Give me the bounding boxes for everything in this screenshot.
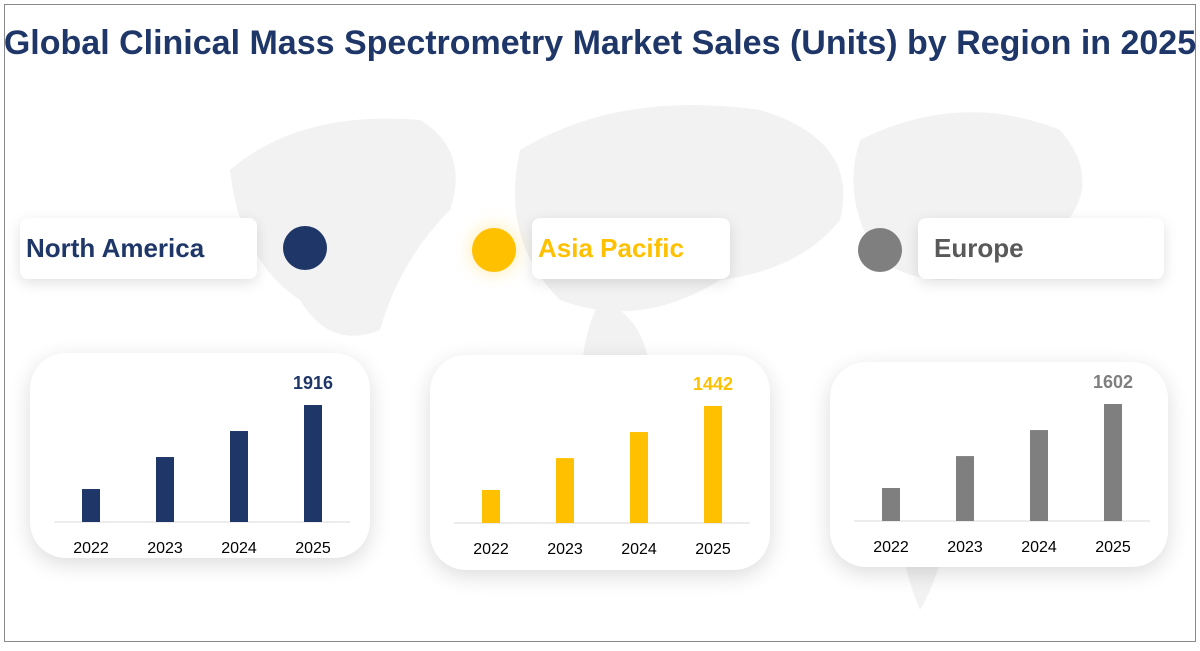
region-label-europe: Europe bbox=[918, 218, 1164, 279]
europe-chart: 2022 2023 2024 2025 1602 bbox=[830, 362, 1168, 567]
x-tick-label: 2025 bbox=[295, 540, 331, 557]
x-tick-label: 2022 bbox=[473, 541, 509, 558]
x-tick-label: 2023 bbox=[547, 541, 583, 558]
bar-2023 bbox=[556, 458, 574, 523]
bar-2025 bbox=[1104, 404, 1122, 521]
bar-2024 bbox=[1030, 430, 1048, 521]
bar-2023 bbox=[956, 456, 974, 521]
europe-marker bbox=[858, 228, 902, 272]
bar-chart: 2022 2023 2024 2025 1916 bbox=[54, 373, 350, 557]
data-label-2025: 1602 bbox=[1093, 372, 1133, 392]
bar-2025 bbox=[704, 406, 722, 523]
region-label-north-america: North America bbox=[20, 218, 257, 279]
bar-2022 bbox=[482, 489, 500, 523]
data-label-2025: 1916 bbox=[293, 373, 333, 393]
x-tick-label: 2023 bbox=[147, 540, 183, 557]
x-tick-label: 2022 bbox=[873, 539, 909, 556]
x-tick-label: 2022 bbox=[73, 540, 109, 557]
bar-chart: 2022 2023 2024 2025 1442 bbox=[454, 374, 750, 558]
asia-pacific-marker bbox=[472, 228, 516, 272]
x-tick-label: 2025 bbox=[1095, 539, 1131, 556]
bar-2022 bbox=[882, 487, 900, 521]
region-label-asia-pacific: Asia Pacific bbox=[532, 218, 730, 279]
bar-chart: 2022 2023 2024 2025 1602 bbox=[854, 372, 1150, 556]
x-tick-label: 2024 bbox=[221, 540, 257, 557]
bar-2024 bbox=[230, 431, 248, 522]
x-tick-label: 2024 bbox=[1021, 539, 1057, 556]
north-america-marker bbox=[283, 226, 327, 270]
bar-2022 bbox=[82, 489, 100, 522]
bar-2025 bbox=[304, 405, 322, 522]
north-america-chart: 2022 2023 2024 2025 1916 bbox=[30, 353, 370, 558]
bar-2024 bbox=[630, 432, 648, 523]
chart-title: Global Clinical Mass Spectrometry Market… bbox=[3, 24, 1197, 62]
asia-pacific-chart: 2022 2023 2024 2025 1442 bbox=[430, 355, 770, 570]
bar-2023 bbox=[156, 457, 174, 522]
data-label-2025: 1442 bbox=[693, 374, 733, 394]
border-frame bbox=[4, 4, 1196, 642]
x-tick-label: 2023 bbox=[947, 539, 983, 556]
x-tick-label: 2025 bbox=[695, 541, 731, 558]
x-tick-label: 2024 bbox=[621, 541, 657, 558]
